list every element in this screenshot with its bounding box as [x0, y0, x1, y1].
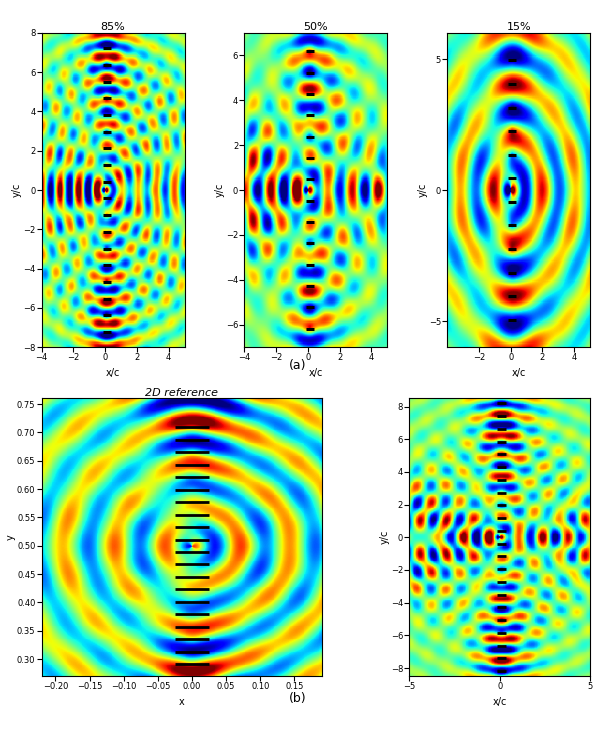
Y-axis label: y/c: y/c: [379, 530, 389, 545]
X-axis label: x/c: x/c: [511, 368, 526, 378]
Title: 85%: 85%: [101, 22, 126, 32]
Title: 15%: 15%: [507, 22, 531, 32]
Y-axis label: y/c: y/c: [215, 183, 225, 197]
Text: (a): (a): [289, 359, 307, 372]
Y-axis label: y/c: y/c: [417, 183, 427, 197]
X-axis label: x: x: [179, 697, 185, 707]
Title: 2D reference: 2D reference: [145, 387, 218, 398]
Y-axis label: y: y: [5, 534, 15, 540]
X-axis label: x/c: x/c: [106, 368, 120, 378]
Text: (b): (b): [289, 692, 307, 705]
X-axis label: x/c: x/c: [492, 697, 507, 707]
Title: 50%: 50%: [303, 22, 328, 32]
X-axis label: x/c: x/c: [309, 368, 323, 378]
Y-axis label: y/c: y/c: [12, 183, 21, 197]
